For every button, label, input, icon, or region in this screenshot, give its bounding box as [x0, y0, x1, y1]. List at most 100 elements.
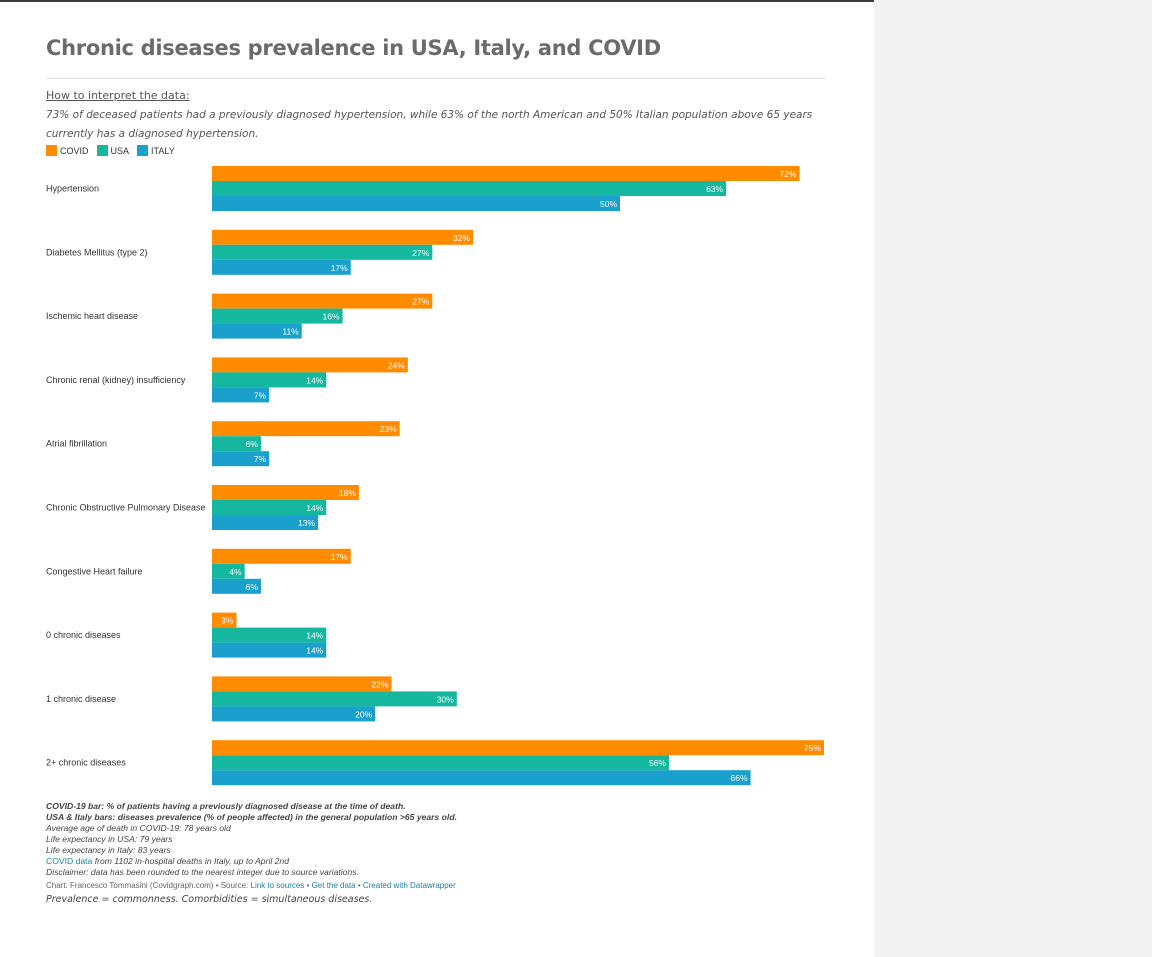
bar-chart: Hypertension 72% 63% 50% Diabetes Mellitus (… [46, 166, 824, 786]
credit-sep-2: • [355, 881, 363, 890]
bar-covid [212, 293, 433, 309]
legend-label-covid: COVID [60, 145, 89, 156]
note-usa-italy-bars: USA & Italy bars: diseases prevalence (%… [46, 812, 457, 822]
note-covid-data: COVID data from 1102 in-hospital deaths … [46, 856, 826, 867]
bar-italy [212, 770, 751, 786]
legend-swatch-covid [46, 145, 57, 156]
legend-item-italy: ITALY [137, 145, 175, 156]
bar-covid [212, 548, 351, 564]
bar-usa [212, 563, 245, 579]
bar-value-label: 14% [306, 631, 323, 641]
bar-value-label: 56% [649, 758, 666, 768]
bar-italy [212, 578, 261, 594]
bar-covid [212, 166, 800, 181]
bar-italy [212, 323, 302, 339]
category-label: Hypertension [46, 184, 99, 194]
bar-italy [212, 259, 351, 275]
title-divider [46, 78, 826, 79]
bar-value-label: 14% [306, 646, 323, 656]
sources-link[interactable]: Link to sources [250, 881, 305, 890]
bar-value-label: 50% [600, 199, 617, 209]
legend-item-usa: USA [96, 145, 130, 156]
bar-covid [212, 676, 392, 692]
category-label: Atrial fibrillation [46, 439, 107, 449]
bar-value-label: 17% [331, 552, 348, 562]
bar-italy [212, 451, 270, 467]
bar-usa [212, 627, 327, 643]
bar-usa [212, 500, 327, 515]
bar-italy [212, 642, 327, 658]
bar-usa [212, 372, 327, 388]
note-disclaimer: Disclaimer: data has been rounded to the… [46, 867, 359, 877]
bar-value-label: 22% [372, 679, 389, 689]
bar-italy [212, 515, 319, 530]
covid-data-link[interactable]: COVID data [46, 856, 93, 866]
note-life-italy: Life expectancy in Italy: 83 years [46, 845, 171, 855]
bar-covid [212, 740, 824, 756]
bar-value-label: 23% [380, 424, 397, 434]
category-label: Ischemic heart disease [46, 311, 138, 321]
bar-value-label: 7% [254, 454, 267, 464]
bar-covid [212, 229, 474, 245]
note-avg-age: Average age of death in COVID-19: 78 yea… [46, 823, 231, 833]
bar-covid [212, 421, 400, 437]
bar-value-label: 20% [355, 709, 372, 719]
chart-card: Chronic diseases prevalence in USA, Ital… [0, 0, 874, 957]
legend: COVID USA ITALY [46, 145, 175, 156]
bar-value-label: 13% [298, 518, 315, 528]
bar-usa [212, 244, 433, 260]
bar-usa [212, 308, 343, 324]
legend-swatch-usa [96, 145, 108, 156]
category-label: Diabetes Mellitus (type 2) [46, 247, 148, 257]
category-label: Chronic renal (kidney) insufficiency [46, 375, 186, 385]
covid-data-rest: from 1102 in-hospital deaths in Italy, u… [92, 856, 289, 866]
category-label: 0 chronic diseases [46, 630, 121, 640]
bar-usa [212, 691, 457, 707]
get-data-link[interactable]: Get the data [311, 881, 356, 890]
category-label: 1 chronic disease [46, 694, 116, 704]
category-label: 2+ chronic diseases [46, 758, 126, 768]
bar-covid [212, 357, 408, 373]
note-life-usa: Life expectancy in USA: 79 years [46, 834, 173, 844]
bar-value-label: 27% [412, 297, 429, 307]
interpretation-heading: How to interpret the data: [46, 89, 190, 102]
chart-notes: COVID-19 bar: % of patients having a pre… [46, 801, 826, 878]
legend-label-italy: ITALY [151, 145, 175, 156]
bar-value-label: 63% [706, 184, 723, 194]
bar-usa [212, 755, 669, 771]
bar-value-label: 17% [331, 263, 348, 273]
credit-sep-1: • [304, 881, 312, 890]
note-covid-bar: COVID-19 bar: % of patients having a pre… [46, 801, 406, 811]
credit-prefix: Chart: Francesco Tommasini (Covidgraph.c… [46, 881, 251, 890]
bar-usa [212, 181, 727, 196]
legend-swatch-italy [137, 145, 149, 156]
bar-value-label: 14% [306, 503, 323, 513]
bar-value-label: 66% [731, 773, 748, 783]
legend-item-covid: COVID [46, 145, 89, 156]
legend-label-usa: USA [110, 145, 130, 156]
bar-italy [212, 196, 620, 211]
category-label: Chronic Obstructive Pulmonary Disease [46, 503, 206, 513]
bar-value-label: 7% [254, 390, 267, 400]
bar-value-label: 75% [804, 743, 821, 753]
bar-value-label: 18% [339, 488, 356, 498]
bar-value-label: 6% [246, 582, 259, 592]
bar-italy [212, 706, 376, 722]
bar-value-label: 30% [437, 694, 454, 704]
bar-value-label: 16% [323, 312, 340, 322]
category-label: Congestive Heart failure [46, 566, 143, 576]
datawrapper-link[interactable]: Created with Datawrapper [362, 881, 456, 890]
bar-value-label: 4% [229, 567, 242, 577]
interpretation-text: 73% of deceased patients had a previousl… [46, 109, 813, 140]
bar-value-label: 11% [282, 327, 299, 337]
bar-value-label: 27% [412, 248, 429, 258]
bar-value-label: 3% [221, 616, 234, 626]
chart-title: Chronic diseases prevalence in USA, Ital… [46, 36, 661, 60]
bar-value-label: 24% [388, 360, 405, 370]
bar-covid [212, 485, 359, 500]
bar-value-label: 14% [306, 375, 323, 385]
chart-credit: Chart: Francesco Tommasini (Covidgraph.c… [46, 881, 456, 890]
bar-value-label: 32% [453, 233, 470, 243]
bar-value-label: 6% [246, 439, 259, 449]
bar-value-label: 72% [780, 169, 797, 179]
